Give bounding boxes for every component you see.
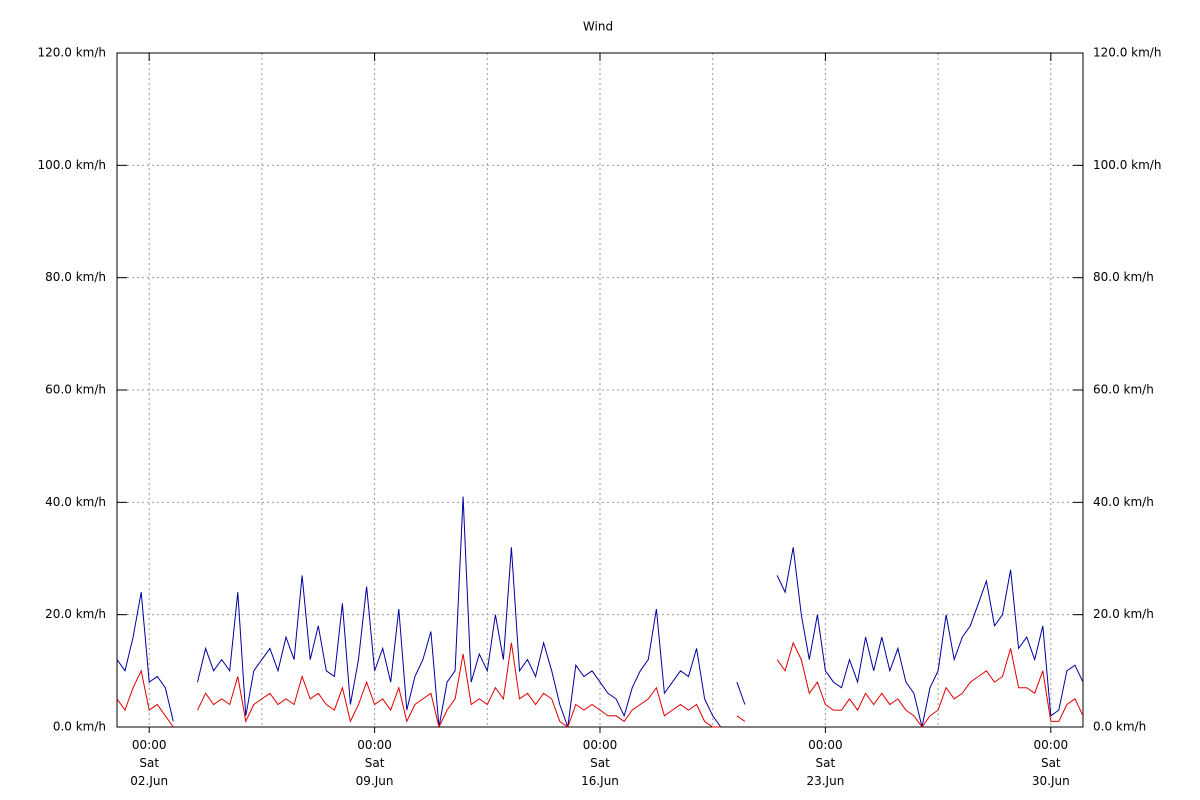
y2-tick-label: 80.0 km/h — [1093, 270, 1154, 284]
y-tick-label: 80.0 km/h — [45, 270, 106, 284]
x-tick-label: 00:00 Sat 02.Jun — [130, 738, 169, 788]
y-tick-label: 0.0 km/h — [53, 720, 106, 734]
y-tick-label: 120.0 km/h — [38, 46, 106, 60]
y-tick-label: 20.0 km/h — [45, 607, 106, 621]
y-tick-label: 40.0 km/h — [45, 495, 106, 509]
y-tick-label: 100.0 km/h — [38, 158, 106, 172]
x-tick-label: 00:00 Sat 09.Jun — [355, 738, 394, 788]
x-tick-label: 00:00 Sat 16.Jun — [581, 738, 619, 788]
x-tick-label: 00:00 Sat 30.Jun — [1031, 738, 1070, 788]
y-tick-label: 60.0 km/h — [45, 383, 106, 397]
y2-tick-label: 40.0 km/h — [1093, 495, 1154, 509]
wind-line — [116, 496, 1084, 728]
y2-tick-label: 120.0 km/h — [1093, 46, 1161, 60]
y2-tick-label: 60.0 km/h — [1093, 383, 1154, 397]
wind-line — [116, 641, 1084, 729]
x-tick-label: 00:00 Sat 23.Jun — [806, 738, 845, 788]
y2-tick-label: 0.0 km/h — [1093, 720, 1146, 734]
chart-title: Wind — [583, 20, 613, 34]
y2-tick-label: 20.0 km/h — [1093, 607, 1154, 621]
y2-tick-label: 100.0 km/h — [1093, 158, 1161, 172]
